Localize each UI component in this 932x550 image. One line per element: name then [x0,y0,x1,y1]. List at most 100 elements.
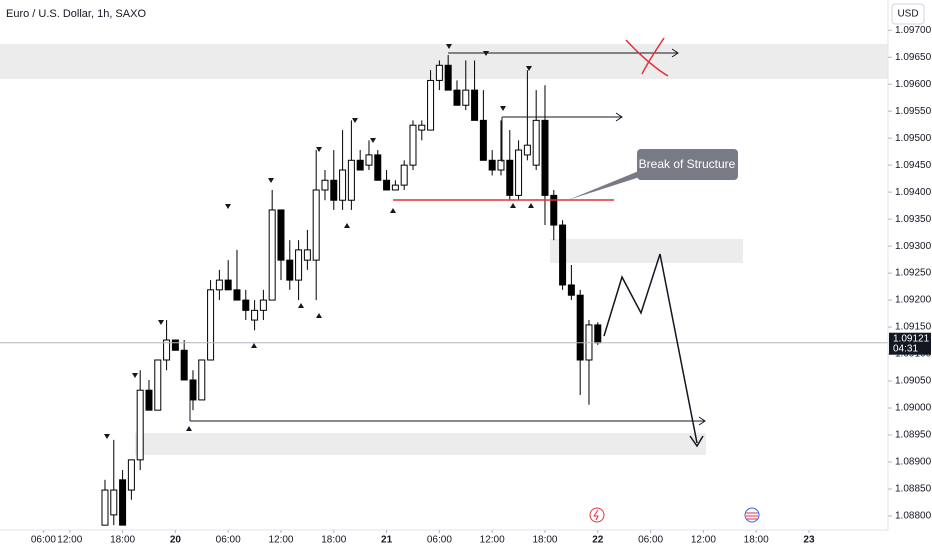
candle-body [550,194,558,226]
candle-body [576,294,584,361]
candle-body [559,224,567,286]
candle-body [356,159,364,171]
callout-text: Break of Structure [639,157,736,171]
y-tick-label: 1.09000 [895,403,932,414]
candle-body [330,179,338,201]
candle-body [409,124,417,166]
candle-body [462,89,470,106]
candle-body [119,479,127,526]
event-icon-glyph [593,509,599,521]
x-tick-label: 12:00 [268,535,293,546]
candle-body [541,119,549,196]
cross-mark [625,37,669,77]
candle-body [594,324,602,344]
candle-body [303,249,311,261]
x-tick-label: 06:00 [216,535,241,546]
candle-body [444,64,452,91]
candle-body [427,79,435,131]
axes: 1.08800 1.08850 1.08900 1.08950 1.09000 1.090… [31,25,932,546]
candle-body [163,339,171,361]
candle-body [259,299,267,311]
candle-body [321,179,329,191]
x-tick-label: 06:00 [427,535,452,546]
candle-body [435,64,443,81]
resistance-zone [0,44,888,79]
y-tick-label: 1.09350 [895,214,932,225]
candle-body [374,154,382,181]
currency-label[interactable]: USD [897,9,918,20]
price-axis [888,0,932,550]
candle-body [295,249,303,281]
y-tick-label: 1.09600 [895,79,932,90]
y-tick-label: 1.09300 [895,241,932,252]
y-tick-label: 1.09550 [895,106,932,117]
callout-box [637,149,738,180]
candle-body [339,169,347,201]
callout-pointer [568,168,646,200]
candle-body [497,159,505,171]
candle-body [312,189,320,261]
x-tick-label: 06:00 [638,535,663,546]
arrow-line [190,416,706,426]
candle-body [479,119,487,161]
candle-body [391,184,399,191]
x-tick-label: 12:00 [57,535,82,546]
candle-body [471,89,479,121]
event-icon[interactable] [744,507,760,523]
y-tick-label: 1.09700 [895,25,932,36]
candle-body [286,259,294,281]
last-price-box [889,332,931,355]
candle-body [567,284,575,296]
candle-body [347,159,355,201]
x-tick-label: 18:00 [110,535,135,546]
y-tick-label: 1.08950 [895,430,932,441]
x-tick-label: 20 [170,535,182,546]
candle-body [400,164,408,186]
y-tick-label: 1.09400 [895,187,932,198]
currency-button[interactable] [891,3,925,25]
last-price-label: 1.09121 [893,333,930,344]
candle-body [136,389,144,461]
y-tick-label: 1.09450 [895,160,932,171]
arrow-line [502,112,623,122]
candle-body [277,209,285,261]
candle-body [365,154,373,166]
x-tick-label: 23 [803,535,815,546]
event-icon-glyph [746,512,758,520]
candle-body [515,149,523,196]
chart-title: Euro / U.S. Dollar, 1h, SAXO [6,8,146,20]
x-tick-label: 18:00 [532,535,557,546]
candle-body [215,279,223,291]
candle-body [101,489,109,526]
candle-body [145,389,153,411]
event-icon[interactable] [589,507,605,523]
candle-body [383,179,391,191]
candle-body [180,349,188,381]
projection-path [603,253,704,448]
candle-body [189,379,197,401]
candle-body [418,124,426,131]
candle-body [268,209,276,301]
candle-body [171,339,179,351]
countdown-label: 04:31 [893,343,918,354]
supply-zone [550,239,743,263]
x-tick-label: 12:00 [480,535,505,546]
candle-body [154,359,162,411]
candle-body [242,299,250,311]
y-tick-label: 1.08900 [895,457,932,468]
x-tick-label: 12:00 [691,535,716,546]
candle-body [233,289,241,301]
x-tick-label: 21 [381,535,393,546]
candle-body [110,489,118,516]
y-tick-label: 1.09250 [895,268,932,279]
candle-body [488,159,496,171]
candle-body [127,459,135,491]
candle-body [506,159,514,196]
candle-body [251,309,259,321]
demand-zone [135,433,706,455]
y-tick-label: 1.09050 [895,376,932,387]
candle-body [198,359,206,401]
plot-area [0,55,888,526]
candle-body [207,289,215,361]
